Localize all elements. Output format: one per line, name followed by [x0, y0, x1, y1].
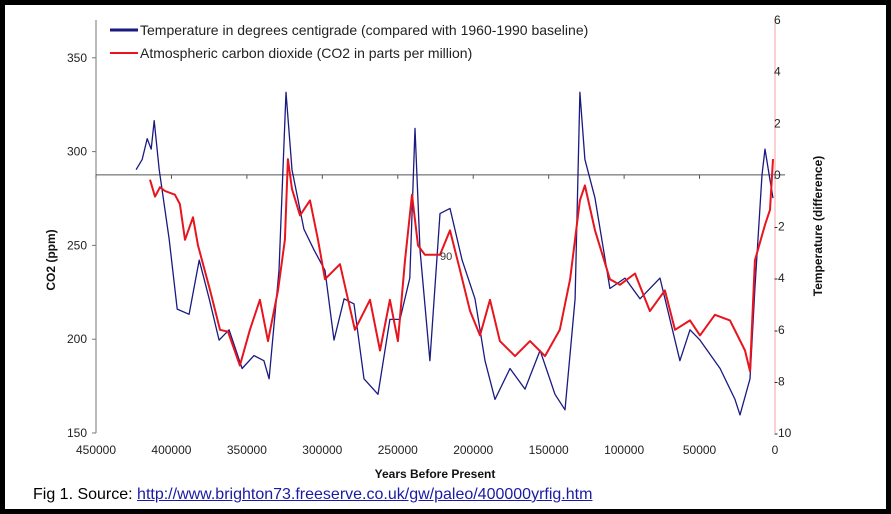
y-tick-label: 250 [67, 238, 87, 252]
x-tick-label: 300000 [302, 443, 342, 457]
annotation-label: 90 [440, 251, 452, 263]
figure: 150 200 250 300 350 -10 -8 -6 -4 -2 0 2 4 6 450000 4000… [5, 5, 886, 509]
source-link[interactable]: http://www.brighton73.freeserve.co.uk/gw… [137, 486, 593, 503]
y2-tick-label: -2 [774, 220, 785, 234]
co2-temperature-chart: 150 200 250 300 350 -10 -8 -6 -4 -2 0 2 4 6 450000 4000… [44, 13, 825, 481]
y2-tick-label: -8 [774, 374, 785, 388]
temperature-series-line [135, 91, 774, 416]
x-axis-label: Years Before Present [375, 467, 496, 481]
y2-tick-label: 4 [774, 65, 781, 79]
x-tick-label: 450000 [76, 443, 116, 457]
x-tick-label: 350000 [227, 443, 267, 457]
x-tick-label: 150000 [529, 443, 569, 457]
y-tick-label: 150 [67, 426, 87, 440]
y-tick-label: 350 [67, 51, 87, 65]
y2-tick-label: -4 [774, 271, 785, 285]
x-tick-label: 200000 [453, 443, 493, 457]
y-tick-label: 200 [67, 332, 87, 346]
x-tick-label: 250000 [378, 443, 418, 457]
co2-series-line [149, 158, 774, 373]
y2-tick-label: 2 [774, 116, 781, 130]
y2-tick-label: 6 [774, 13, 781, 27]
figure-caption: Fig 1. Source: http://www.brighton73.fre… [33, 486, 592, 504]
x-tick-label: 400000 [151, 443, 191, 457]
x-tick-label: 50000 [683, 443, 717, 457]
x-tick-label: 0 [772, 443, 779, 457]
y2-axis-label: Temperature (difference) [811, 156, 825, 296]
y2-tick-label: 0 [774, 168, 781, 182]
y2-tick-label: -6 [774, 323, 785, 337]
y-axis-label: CO2 (ppm) [44, 229, 58, 290]
x-tick-label: 100000 [604, 443, 644, 457]
caption-prefix: Fig 1. Source: [33, 486, 138, 503]
y-tick-label: 300 [67, 145, 87, 159]
legend-label: Temperature in degrees centigrade (compa… [140, 22, 588, 38]
legend-label: Atmospheric carbon dioxide (CO2 in parts… [140, 45, 472, 61]
y2-tick-label: -10 [774, 426, 792, 440]
